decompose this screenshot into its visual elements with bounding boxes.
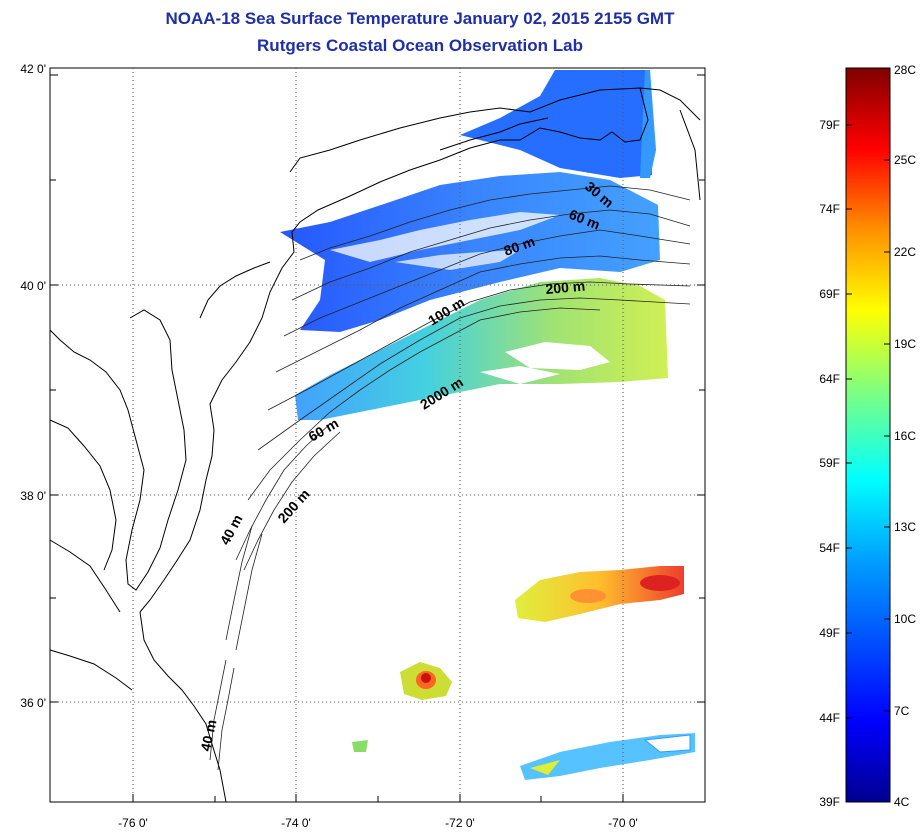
fahrenheit-label: 79F — [819, 118, 840, 132]
latitude-labels: 42 0' 40 0' 38 0' 36 0' — [20, 62, 46, 710]
celsius-label: 10C — [894, 612, 916, 626]
axis-ticks — [50, 74, 705, 802]
sst-patch-southeast — [515, 566, 684, 622]
colorbar-ticks — [846, 124, 890, 719]
bathymetry-contours — [209, 185, 691, 771]
colorbar: 79F 74F 69F 64F 59F 54F 49F 44F 39F 28C … — [819, 63, 916, 809]
map-title: NOAA-18 Sea Surface Temperature January … — [165, 9, 675, 28]
fahrenheit-label: 44F — [819, 711, 840, 725]
celsius-label: 7C — [894, 704, 910, 718]
sst-swath-middle — [295, 278, 668, 420]
sst-patch-center — [400, 662, 452, 700]
fahrenheit-label: 54F — [819, 541, 840, 555]
fahrenheit-label: 39F — [819, 795, 840, 809]
celsius-label: 16C — [894, 429, 916, 443]
celsius-label: 13C — [894, 520, 916, 534]
lon-label: -72 0' — [445, 816, 475, 830]
coastline — [49, 87, 701, 803]
fahrenheit-label: 64F — [819, 372, 840, 386]
celsius-label: 25C — [894, 153, 916, 167]
map-subtitle: Rutgers Coastal Ocean Observation Lab — [257, 36, 583, 55]
celsius-label: 28C — [894, 63, 916, 77]
sst-swath-north — [280, 70, 660, 332]
lon-label: -74 0' — [281, 816, 311, 830]
map-frame — [49, 67, 706, 803]
colorbar-scale — [845, 67, 891, 803]
contour-label: 40 m — [197, 718, 219, 753]
celsius-label: 22C — [894, 245, 916, 259]
fahrenheit-labels: 79F 74F 69F 64F 59F 54F 49F 44F 39F — [819, 118, 840, 809]
fahrenheit-label: 69F — [819, 287, 840, 301]
lat-label: 38 0' — [20, 489, 46, 503]
lat-label: 40 0' — [20, 279, 46, 293]
lon-label: -70 0' — [608, 816, 638, 830]
fahrenheit-label: 59F — [819, 456, 840, 470]
fahrenheit-label: 49F — [819, 626, 840, 640]
celsius-label: 4C — [894, 795, 910, 809]
lon-label: -76 0' — [118, 816, 148, 830]
contour-label: 200 m — [545, 278, 586, 297]
celsius-label: 19C — [894, 337, 916, 351]
lat-label: 42 0' — [20, 62, 46, 76]
lat-label: 36 0' — [20, 696, 46, 710]
longitude-labels: -76 0' -74 0' -72 0' -70 0' — [118, 816, 638, 830]
sst-swath-south — [352, 733, 695, 780]
fahrenheit-label: 74F — [819, 202, 840, 216]
celsius-labels: 28C 25C 22C 19C 16C 13C 10C 7C 4C — [894, 63, 916, 809]
